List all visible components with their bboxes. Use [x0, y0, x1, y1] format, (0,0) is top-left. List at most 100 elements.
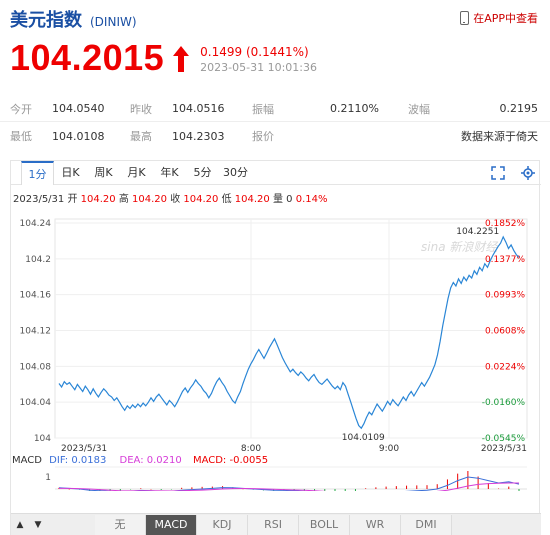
ohlc-close: 104.20: [183, 194, 219, 205]
stat-high-value: 104.2303: [172, 129, 225, 143]
stat-amplitude-value: 0.2110%: [330, 102, 379, 115]
ohlc-vol: 0: [286, 194, 293, 205]
macd-histogram-bar: [130, 489, 132, 490]
ohlc-close-label: 收: [170, 194, 181, 205]
macd-histogram-bar: [334, 489, 336, 491]
macd-histogram-bar: [487, 483, 489, 489]
quote-time: 2023-05-31 10:01:36: [200, 61, 317, 74]
stats-table: 今开 104.0540 昨收 104.0516 振幅 0.2110% 波幅 0.…: [0, 96, 550, 148]
macd-histogram-bar: [181, 487, 183, 489]
ohlc-low: 104.20: [234, 194, 270, 205]
macd-histogram-bar: [324, 489, 326, 491]
scroll-up-button[interactable]: ▲: [16, 519, 24, 530]
ohlc-date: 2023/5/31: [13, 194, 65, 205]
y-tick-pct-label: 0.1852%: [485, 219, 525, 229]
tab-daily[interactable]: 日K: [61, 166, 80, 179]
price-change: 0.1499 (0.1441%): [200, 45, 309, 59]
high-annotation: 104.2251: [456, 227, 499, 237]
macd-legend-dea: DEA: 0.0210: [119, 455, 182, 466]
y-tick-label: 104.24: [20, 219, 52, 229]
macd-histogram-bar: [344, 489, 346, 491]
indicator-tab-kdj[interactable]: KDJ: [197, 514, 248, 535]
macd-histogram-bar: [150, 489, 152, 490]
watermark-logo: sina 新浪财经: [421, 240, 499, 254]
macd-histogram-bar: [242, 488, 244, 490]
ohlc-open-label: 开: [67, 194, 78, 205]
y-tick-label: 104.08: [20, 362, 52, 372]
period-tabs: 1分 日K 周K 月K 年K 5分 30分: [11, 161, 541, 185]
tab-monthly[interactable]: 月K: [127, 166, 146, 179]
chart-panel: 1分 日K 周K 月K 年K 5分 30分 2023/5/31 开 104.20…: [10, 160, 541, 535]
macd-histogram-bar: [140, 488, 142, 489]
indicator-tab-macd[interactable]: MACD: [146, 514, 197, 535]
stat-label: 今开: [10, 102, 32, 116]
stat-prev-close-value: 104.0516: [172, 102, 225, 115]
scroll-down-button[interactable]: ▼: [34, 519, 42, 530]
indicator-tab-wr[interactable]: WR: [350, 514, 401, 535]
stat-low-value: 104.0108: [52, 129, 105, 143]
macd-legend-dif: DIF: 0.0183: [49, 455, 107, 466]
ohlc-pct: 0.14%: [295, 194, 328, 205]
stat-source-value: 数据来源于倚天: [461, 130, 538, 143]
up-arrow-icon: [173, 46, 190, 72]
macd-histogram-bar: [375, 487, 377, 489]
macd-legend-macd: MACD: -0.0055: [192, 455, 269, 466]
change-block: 0.1499 (0.1441%) 2023-05-31 10:01:36: [200, 44, 317, 76]
macd-histogram-bar: [365, 488, 367, 489]
indicator-tab-rsi[interactable]: RSI: [248, 514, 299, 535]
y-tick-pct-label: 0.0224%: [485, 362, 525, 372]
tab-yearly[interactable]: 年K: [160, 166, 179, 179]
macd-histogram-bar: [160, 489, 162, 490]
ohlc-vol-label: 量: [272, 194, 283, 205]
ohlc-high: 104.20: [132, 194, 168, 205]
indicator-tab-boll[interactable]: BOLL: [299, 514, 350, 535]
macd-legend: MACD DIF: 0.0183 DEA: 0.0210 MACD: -0.00…: [12, 455, 268, 466]
index-name: 美元指数: [10, 10, 82, 31]
low-annotation: 104.0109: [342, 433, 385, 443]
macd-histogram-bar: [314, 489, 316, 491]
quote-row: 104.2015 0.1499 (0.1441%) 2023-05-31 10:…: [10, 38, 317, 78]
y-tick-label: 104.16: [20, 291, 52, 301]
x-tick-label: 2023/5/31: [481, 444, 527, 454]
price-line: [58, 235, 520, 430]
fullscreen-icon[interactable]: [491, 166, 505, 180]
x-tick-label: 2023/5/31: [61, 444, 107, 454]
y-tick-pct-label: 0.0608%: [485, 327, 525, 337]
macd-histogram-bar: [436, 484, 438, 489]
macd-histogram-bar: [457, 473, 459, 489]
tab-1min[interactable]: 1分: [21, 161, 54, 185]
macd-histogram-bar: [68, 489, 70, 490]
tab-5min[interactable]: 5分: [193, 166, 212, 179]
macd-histogram-bar: [119, 489, 121, 491]
ohlc-open: 104.20: [80, 194, 116, 205]
indicator-bar: ▲ ▼ 无 MACD KDJ RSI BOLL WR DMI: [11, 513, 541, 535]
settings-icon[interactable]: [521, 166, 535, 180]
macd-histogram-bar: [477, 476, 479, 489]
tab-30min[interactable]: 30分: [223, 166, 248, 179]
indicator-tab-dmi[interactable]: DMI: [401, 514, 452, 535]
tab-weekly[interactable]: 周K: [94, 166, 113, 179]
y-tick-pct-label: 0.1377%: [485, 255, 525, 265]
stat-label: 最高: [130, 130, 152, 143]
indicator-tab-none[interactable]: 无: [95, 514, 146, 535]
macd-histogram-bar: [201, 486, 203, 489]
title-bar: 美元指数 (DINIW): [10, 6, 137, 32]
macd-histogram-bar: [426, 485, 428, 489]
x-tick-label: 9:00: [379, 444, 399, 454]
macd-histogram-bar: [446, 479, 448, 489]
macd-histogram-bar: [354, 489, 356, 491]
current-price: 104.2015: [10, 37, 165, 78]
macd-histogram-bar: [191, 487, 193, 489]
y-tick-label: 104.04: [20, 398, 52, 408]
stats-row-2: 最低 104.0108 最高 104.2303 报价 数据来源于倚天: [0, 123, 550, 149]
open-in-app-link[interactable]: 在APP中查看: [460, 10, 538, 26]
macd-dea-line: [59, 482, 519, 491]
macd-histogram-bar: [467, 471, 469, 489]
stat-label: 最低: [10, 130, 32, 143]
macd-histogram-bar: [395, 486, 397, 489]
macd-legend-title: MACD: [12, 455, 42, 466]
macd-histogram-bar: [211, 486, 213, 489]
stats-row-1: 今开 104.0540 昨收 104.0516 振幅 0.2110% 波幅 0.…: [0, 96, 550, 122]
index-code: (DINIW): [90, 15, 137, 29]
price-chart[interactable]: 104.24 0.1852%104.2 0.1377%104.16 0.0993%10…: [11, 161, 539, 491]
